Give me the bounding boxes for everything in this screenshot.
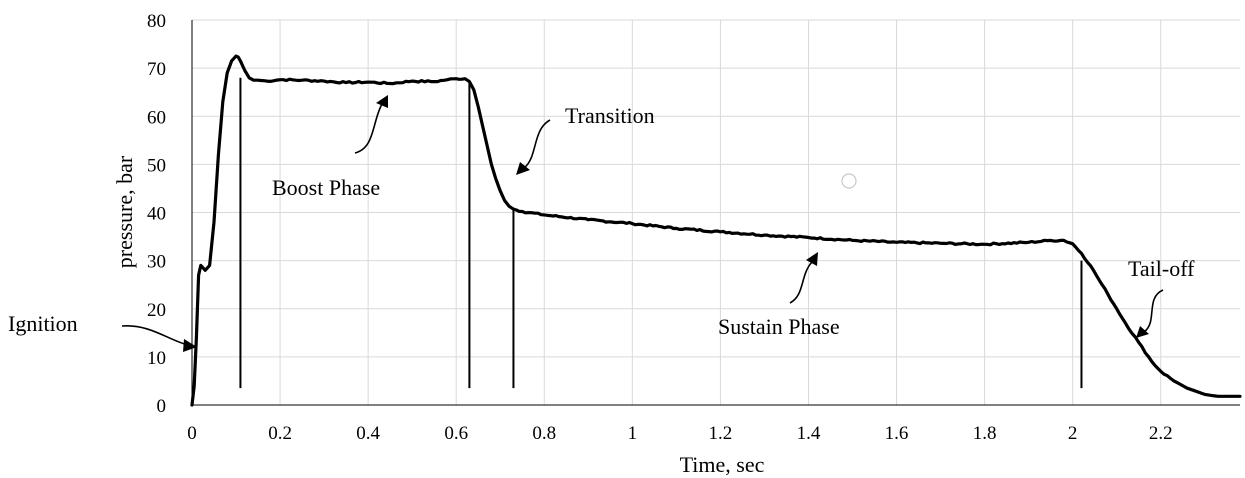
x-tick-label: 1 [628,423,638,444]
annotation-tail-off: Tail-off [1128,256,1195,281]
y-tick-label: 10 [147,348,166,369]
x-tick-label: 0.2 [268,423,292,444]
arrow-tail-off [1136,289,1164,338]
x-axis-title: Time, sec [680,452,765,477]
x-tick-label: 0.8 [532,423,556,444]
arrow-sustain [789,252,818,304]
y-tick-label: 30 [147,252,166,273]
arrow-boost [354,95,388,154]
annotation-sustain-phase: Sustain Phase [718,314,840,339]
y-tick-label: 20 [147,300,166,321]
x-tick-label: 0 [187,423,197,444]
series-line-pressure [190,54,1242,407]
y-tick-label: 70 [147,59,166,80]
y-tick-label: 0 [157,396,167,417]
tick-labels: 0 10 20 30 40 50 60 70 80 0 0.2 0.4 0.6 0.8 1 1.2 1.4 1.6… [147,11,1173,444]
y-tick-label: 50 [147,155,166,176]
gridlines [192,19,1240,405]
x-tick-label: 2.2 [1149,423,1173,444]
annotation-boost-phase: Boost Phase [272,175,380,200]
x-tick-label: 0.4 [356,423,380,444]
annotation-transition: Transition [565,103,655,128]
phase-markers [239,77,1083,389]
y-tick-label: 80 [147,11,166,32]
x-tick-label: 1.8 [973,423,997,444]
arrow-transition [516,119,551,175]
x-tick-label: 1.6 [885,423,909,444]
arrow-ignition [121,325,197,352]
axes [191,20,1240,406]
y-tick-label: 40 [147,204,166,225]
x-tick-label: 1.4 [797,423,821,444]
x-tick-label: 1.2 [709,423,733,444]
series-layer [190,54,1242,407]
y-axis-title: pressure, bar [112,155,137,268]
decorative-circle [841,173,857,189]
y-tick-label: 60 [147,107,166,128]
x-tick-label: 2 [1068,423,1078,444]
annotation-ignition: Ignition [8,311,78,336]
x-tick-label: 0.6 [444,423,468,444]
